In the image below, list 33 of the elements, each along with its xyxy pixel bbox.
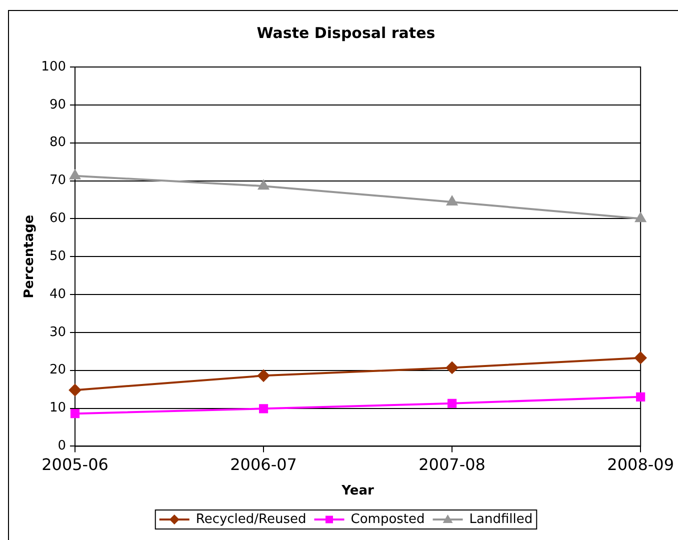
point xyxy=(448,398,457,408)
x-tick-label: 2006-07 xyxy=(230,454,297,474)
y-axis-title: Percentage xyxy=(22,214,38,298)
point xyxy=(634,352,647,364)
point xyxy=(635,212,646,222)
y-tick-label: 0 xyxy=(58,438,66,454)
x-axis-title: Year xyxy=(340,484,374,499)
legend-label: Composted xyxy=(350,512,425,527)
point xyxy=(446,362,458,374)
legend-label: Landfilled xyxy=(469,512,533,527)
x-tick-label: 2005-06 xyxy=(42,454,108,474)
y-tick-label: 40 xyxy=(49,286,66,302)
y-tick-label: 100 xyxy=(41,59,66,74)
y-tick-label: 60 xyxy=(49,211,66,226)
point xyxy=(258,180,269,190)
y-tick-label: 50 xyxy=(49,248,66,264)
point xyxy=(446,196,458,206)
y-tick-label: 90 xyxy=(49,97,66,112)
y-tick-label: 30 xyxy=(49,324,66,340)
point xyxy=(258,370,270,382)
y-tick-label: 80 xyxy=(49,135,66,150)
y-tick-label: 20 xyxy=(49,362,66,378)
point xyxy=(70,170,80,180)
y-tick-label: 10 xyxy=(49,400,66,416)
point xyxy=(258,404,268,414)
x-tick-label: 2007-08 xyxy=(418,454,486,474)
point xyxy=(69,384,81,396)
legend-label: Recycled/Reused xyxy=(196,512,306,527)
point xyxy=(636,392,646,402)
y-tick-label: 70 xyxy=(49,173,66,188)
point xyxy=(70,409,80,418)
x-tick-label: 2008-09 xyxy=(607,454,674,474)
chart-title: Waste Disposal rates xyxy=(256,24,436,42)
